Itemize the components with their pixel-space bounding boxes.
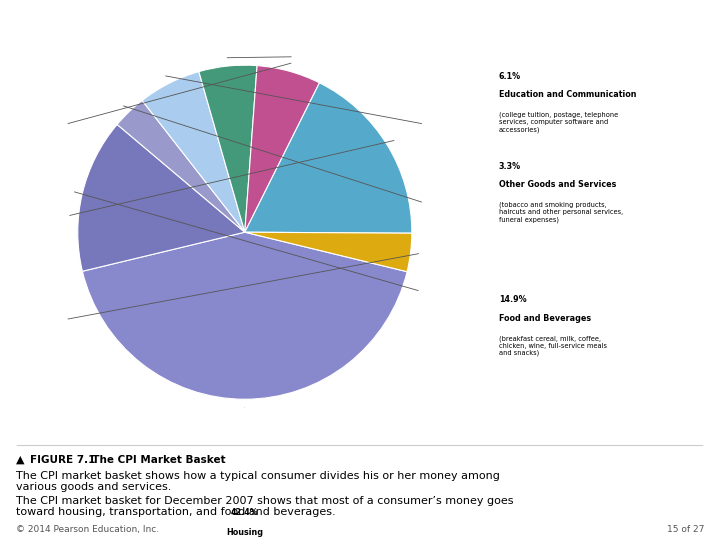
Text: Housing: Housing <box>226 528 264 537</box>
Text: 14.9%: 14.9% <box>499 295 526 305</box>
Wedge shape <box>78 124 245 271</box>
Text: (breakfast cereal, milk, coffee,
chicken, wine, full-service meals
and snacks): (breakfast cereal, milk, coffee, chicken… <box>499 335 607 356</box>
Text: 3.3%: 3.3% <box>499 161 521 171</box>
Text: The CPI market basket for December 2007 shows that most of a consumer’s money go: The CPI market basket for December 2007 … <box>16 496 513 517</box>
Wedge shape <box>245 66 320 232</box>
Wedge shape <box>142 72 245 232</box>
Wedge shape <box>245 232 412 272</box>
Text: Other Goods and Services: Other Goods and Services <box>499 180 616 189</box>
Text: (college tuition, postage, telephone
services, computer software and
accessories: (college tuition, postage, telephone ser… <box>499 112 618 132</box>
Text: 6.1%: 6.1% <box>499 71 521 80</box>
Text: 15 of 27: 15 of 27 <box>667 524 704 534</box>
Text: © 2014 Pearson Education, Inc.: © 2014 Pearson Education, Inc. <box>16 524 159 534</box>
Text: 42.4%: 42.4% <box>231 508 258 517</box>
Text: (tobacco and smoking products,
haircuts and other personal services,
funeral exp: (tobacco and smoking products, haircuts … <box>499 202 623 223</box>
Text: ▲: ▲ <box>16 455 24 465</box>
Text: Food and Beverages: Food and Beverages <box>499 314 591 323</box>
Text: The CPI market basket shows how a typical consumer divides his or her money amon: The CPI market basket shows how a typica… <box>16 471 500 492</box>
Wedge shape <box>245 83 412 233</box>
Wedge shape <box>82 232 407 399</box>
Text: Education and Communication: Education and Communication <box>499 90 636 99</box>
Wedge shape <box>117 100 245 232</box>
Text: The CPI Market Basket: The CPI Market Basket <box>85 455 225 465</box>
Text: FIGURE 7.1: FIGURE 7.1 <box>30 455 96 465</box>
Wedge shape <box>199 65 257 232</box>
